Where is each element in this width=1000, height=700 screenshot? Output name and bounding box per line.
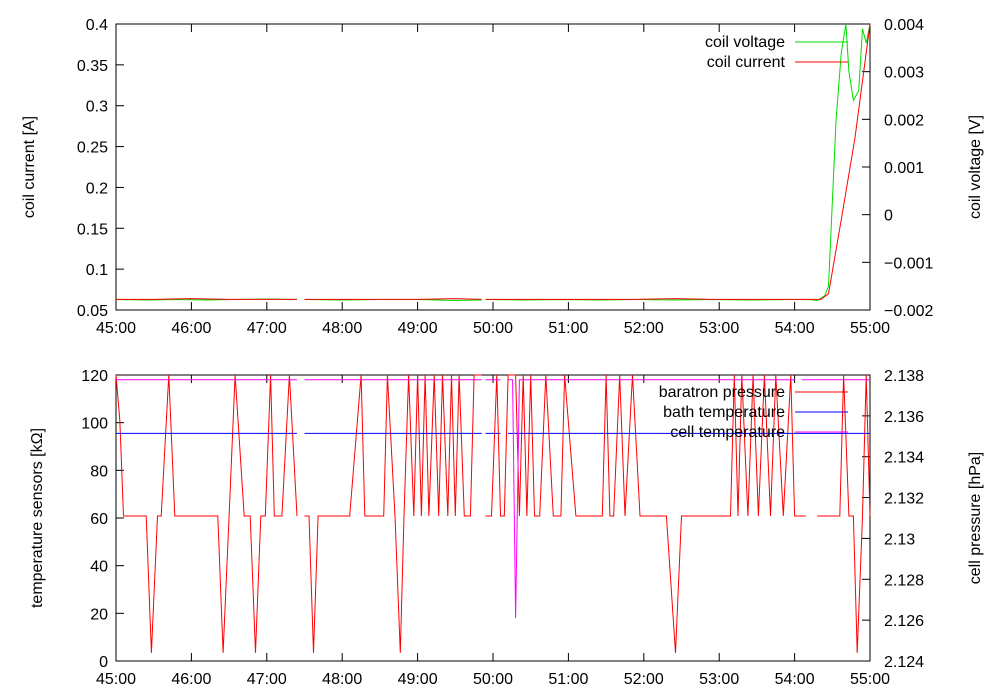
coil-y2-tick-label: 0: [884, 208, 893, 225]
coil-y-tick-label: 0.15: [77, 221, 108, 238]
sensor-y-tick-label: 60: [90, 511, 108, 528]
sensor-x-tick-label: 46:00: [171, 671, 211, 688]
sensor-y-tick-label: 80: [90, 463, 108, 480]
series-line-cell-temperature: [116, 379, 870, 619]
coil-x-tick-label: 45:00: [96, 320, 136, 337]
sensor-y2-tick-label: 2.134: [884, 450, 924, 467]
coil-y-tick-label: 0.35: [77, 58, 108, 75]
sensor-y2-tick-label: 2.124: [884, 654, 924, 671]
sensor-y2-tick-label: 2.13: [884, 531, 915, 548]
coil-x-tick-label: 53:00: [699, 320, 739, 337]
coil-legend: coil voltage coil current: [705, 34, 848, 71]
sensor-x-tick-label: 50:00: [473, 671, 513, 688]
legend-label-coil-voltage: coil voltage: [705, 34, 785, 51]
sensor-y-tick-label: 20: [90, 606, 108, 623]
sensor-y2-ticks: 2.124 2.126 2.128 2.13 2.132 2.134 2.136 2.138: [862, 368, 924, 671]
sensor-x-tick-label: 53:00: [699, 671, 739, 688]
coil-x-tick-label: 54:00: [775, 320, 815, 337]
sensor-y2-axis-label: cell pressure [hPa]: [967, 452, 984, 585]
sensor-x-tick-label: 45:00: [96, 671, 136, 688]
coil-x-ticks: 45:00 46:00 47:00 48:00 49:00 50:00 51:00 52:00…: [96, 24, 890, 337]
sensor-x-tick-label: 48:00: [322, 671, 362, 688]
sensor-x-tick-label: 51:00: [548, 671, 588, 688]
legend-label-coil-current: coil current: [707, 54, 786, 71]
series-line-coil-current: [116, 23, 871, 300]
coil-x-tick-label: 50:00: [473, 320, 513, 337]
coil-y-tick-label: 0.1: [86, 262, 108, 279]
coil-y-tick-label: 0.3: [86, 99, 108, 116]
sensor-x-tick-label: 52:00: [624, 671, 664, 688]
coil-y2-tick-label: −0.002: [884, 303, 933, 320]
coil-y-tick-label: 0.2: [86, 180, 108, 197]
sensor-x-tick-label: 47:00: [247, 671, 287, 688]
coil-y-ticks: 0.05 0.1 0.15 0.2 0.25 0.3 0.35 0.4: [77, 17, 124, 320]
sensor-y2-tick-label: 2.132: [884, 491, 924, 508]
sensor-x-tick-label: 55:00: [850, 671, 890, 688]
sensor-y-tick-label: 100: [81, 416, 108, 433]
coil-panel: 45:00 46:00 47:00 48:00 49:00 50:00 51:00 52:00…: [21, 17, 984, 337]
sensor-y-axis-label: temperature sensors [kΩ]: [29, 428, 46, 608]
sensor-x-ticks: 45:00 46:00 47:00 48:00 49:00 50:00 51:00 52:00…: [96, 375, 890, 688]
coil-x-tick-label: 47:00: [247, 320, 287, 337]
coil-y2-tick-label: 0.001: [884, 160, 924, 177]
sensor-x-tick-label: 49:00: [398, 671, 438, 688]
sensor-y2-tick-label: 2.138: [884, 368, 924, 385]
coil-x-tick-label: 51:00: [548, 320, 588, 337]
sensor-y-ticks: 0 20 40 60 80 100 120: [81, 368, 124, 671]
legend-label-bath-temperature: bath temperature: [663, 404, 785, 421]
coil-y-tick-label: 0.05: [77, 303, 108, 320]
sensor-y-tick-label: 0: [99, 654, 108, 671]
sensor-y-tick-label: 40: [90, 559, 108, 576]
sensor-panel: 45:00 46:00 47:00 48:00 49:00 50:00 51:00 52:00…: [29, 368, 984, 688]
sensor-legend: baratron pressure bath temperature cell …: [659, 384, 848, 441]
sensor-y-tick-label: 120: [81, 368, 108, 385]
coil-x-tick-label: 52:00: [624, 320, 664, 337]
coil-x-tick-label: 46:00: [171, 320, 211, 337]
coil-x-tick-label: 55:00: [850, 320, 890, 337]
sensor-y2-tick-label: 2.128: [884, 572, 924, 589]
sensor-series: [115, 374, 871, 653]
coil-y2-tick-label: 0.003: [884, 65, 924, 82]
coil-y2-tick-label: 0.002: [884, 112, 924, 129]
coil-y-axis-label: coil current [A]: [21, 116, 38, 218]
coil-y-tick-label: 0.4: [86, 17, 108, 34]
coil-y2-axis-label: coil voltage [V]: [967, 115, 984, 219]
coil-series: [115, 23, 871, 302]
series-line-baratron-pressure: [115, 374, 871, 653]
sensor-y2-tick-label: 2.136: [884, 409, 924, 426]
coil-x-tick-label: 48:00: [322, 320, 362, 337]
legend-label-cell-temperature: cell temperature: [670, 424, 785, 441]
coil-x-tick-label: 49:00: [398, 320, 438, 337]
coil-y-tick-label: 0.25: [77, 140, 108, 157]
sensor-x-tick-label: 54:00: [775, 671, 815, 688]
legend-label-baratron-pressure: baratron pressure: [659, 384, 785, 401]
sensor-y2-tick-label: 2.126: [884, 613, 924, 630]
coil-y2-tick-label: 0.004: [884, 17, 924, 34]
coil-y2-ticks: −0.002 −0.001 0 0.001 0.002 0.003 0.004: [862, 17, 933, 320]
coil-y2-tick-label: −0.001: [884, 255, 933, 272]
